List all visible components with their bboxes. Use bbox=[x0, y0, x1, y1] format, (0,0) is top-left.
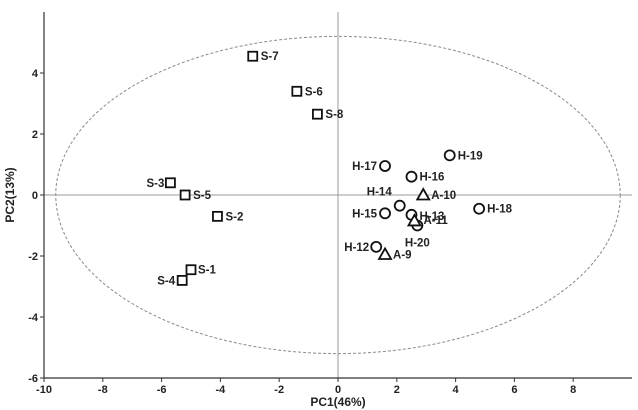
point-label-s-6: S-6 bbox=[305, 86, 323, 98]
point-label-s-2: S-2 bbox=[225, 211, 243, 223]
point-s-8 bbox=[312, 108, 323, 120]
point-label-s-4: S-4 bbox=[157, 275, 176, 287]
x-tick-label: -6 bbox=[157, 384, 167, 396]
x-axis-title: PC1(46%) bbox=[310, 395, 365, 409]
point-label-s-7: S-7 bbox=[261, 51, 279, 63]
point-s-3 bbox=[165, 177, 176, 189]
point-label-h-20: H-20 bbox=[405, 238, 430, 250]
point-h-17 bbox=[379, 160, 391, 172]
point-s-2 bbox=[212, 210, 223, 222]
y-tick-label: 2 bbox=[32, 129, 38, 141]
point-h-12 bbox=[370, 240, 383, 253]
point-s-6 bbox=[291, 85, 303, 97]
y-tick-label: -2 bbox=[28, 251, 38, 263]
point-label-h-13: H-13 bbox=[420, 211, 445, 223]
x-tick-label: -4 bbox=[216, 384, 227, 396]
y-tick-label: -4 bbox=[28, 312, 39, 324]
x-tick-label: 2 bbox=[394, 384, 400, 396]
point-label-s-8: S-8 bbox=[325, 109, 344, 121]
y-tick-label: 4 bbox=[32, 68, 39, 80]
point-s-5 bbox=[179, 189, 191, 201]
point-label-h-18: H-18 bbox=[487, 204, 513, 216]
point-s-4 bbox=[176, 274, 188, 286]
point-h-15 bbox=[379, 207, 391, 220]
point-s-1 bbox=[185, 264, 197, 276]
point-label-a-9: A-9 bbox=[393, 249, 412, 261]
point-h-19 bbox=[443, 149, 456, 162]
point-label-h-12: H-12 bbox=[344, 242, 369, 254]
point-a-9 bbox=[377, 246, 393, 260]
y-tick-label: -6 bbox=[28, 373, 38, 385]
point-label-s-5: S-5 bbox=[193, 190, 212, 202]
point-h-14 bbox=[393, 199, 406, 212]
point-a-11 bbox=[406, 213, 422, 227]
y-tick-label: 0 bbox=[32, 190, 38, 202]
x-tick-label: -8 bbox=[98, 384, 108, 396]
point-label-a-11: A-11 bbox=[423, 215, 448, 227]
point-label-s-1: S-1 bbox=[198, 265, 217, 277]
point-label-h-16: H-16 bbox=[420, 172, 445, 184]
x-tick-label: 0 bbox=[335, 384, 341, 396]
point-s-7 bbox=[247, 50, 259, 62]
point-label-h-19: H-19 bbox=[458, 150, 483, 162]
x-tick-label: -10 bbox=[36, 384, 52, 396]
y-axis-title: PC2(13%) bbox=[3, 167, 17, 222]
point-h-18 bbox=[473, 202, 486, 215]
point-label-s-3: S-3 bbox=[147, 178, 165, 190]
x-tick-label: 6 bbox=[511, 384, 517, 396]
point-h-16 bbox=[405, 170, 418, 183]
x-tick-label: -2 bbox=[274, 384, 284, 396]
point-label-h-15: H-15 bbox=[352, 208, 378, 220]
point-a-10 bbox=[415, 187, 431, 201]
point-label-h-14: H-14 bbox=[367, 187, 393, 199]
point-label-a-10: A-10 bbox=[431, 190, 456, 202]
point-label-h-17: H-17 bbox=[352, 161, 377, 173]
x-tick-label: 8 bbox=[570, 384, 576, 396]
x-tick-label: 4 bbox=[453, 384, 460, 396]
